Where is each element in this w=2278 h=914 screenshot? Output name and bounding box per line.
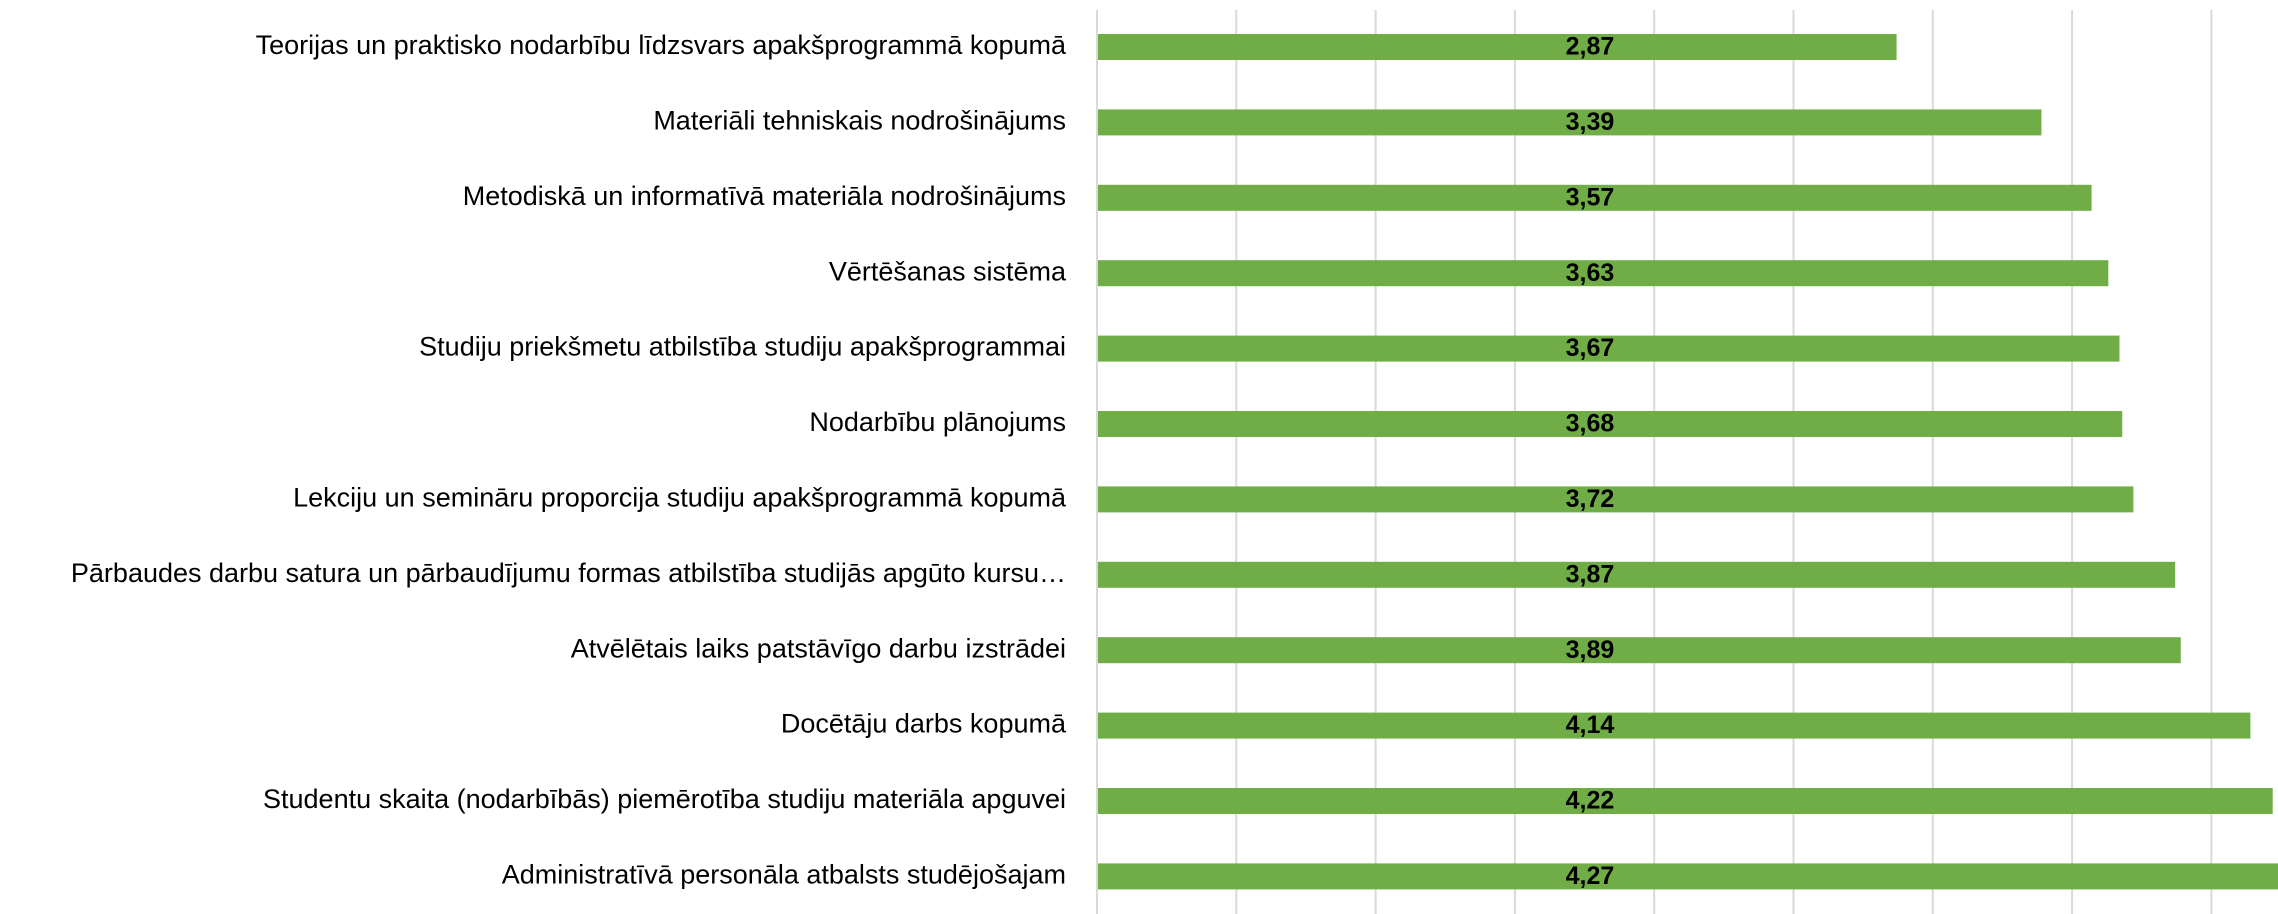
category-label: Atvēlētais laiks patstāvīgo darbu izstrā… [571,633,1066,663]
category-label: Nodarbību plānojums [809,407,1066,437]
category-label: Studiju priekšmetu atbilstība studiju ap… [419,332,1066,362]
data-label: 3,67 [1566,334,1615,362]
data-label: 3,72 [1566,485,1615,513]
bar [1097,184,2092,211]
category-label: Materiāli tehniskais nodrošinājums [653,106,1066,136]
bar [1097,712,2251,739]
data-label: 3,57 [1566,183,1615,211]
bar [1097,788,2273,814]
data-label: 4,22 [1566,787,1615,815]
data-label: 3,63 [1566,259,1615,287]
category-label: Teorijas un praktisko nodarbību līdzsvar… [256,30,1067,60]
bar [1097,109,2042,136]
bar [1097,486,2134,513]
data-label: 2,87 [1566,33,1615,61]
bar [1097,34,1897,60]
category-label: Vērtēšanas sistēma [829,256,1067,286]
category-label: Pārbaudes darbu satura un pārbaudījumu f… [71,558,1066,588]
bar [1097,335,2120,362]
bar [1097,863,2278,890]
bar [1097,260,2109,287]
category-label: Administratīvā personāla atbalsts studēj… [502,860,1066,890]
category-label: Metodiskā un informatīvā materiāla nodro… [463,181,1066,211]
bar [1097,637,2181,664]
data-label: 3,89 [1566,636,1615,664]
bar [1097,411,2123,437]
category-label: Studentu skaita (nodarbībās) piemērotība… [263,784,1066,814]
data-label: 4,14 [1566,711,1615,739]
data-label: 3,68 [1566,410,1615,438]
category-label: Lekciju un semināru proporcija studiju a… [293,483,1067,513]
data-label: 4,27 [1566,862,1615,890]
data-label: 3,87 [1566,560,1615,588]
category-label: Docētāju darbs kopumā [781,709,1067,739]
bar [1097,561,2176,588]
data-label: 3,39 [1566,108,1615,136]
